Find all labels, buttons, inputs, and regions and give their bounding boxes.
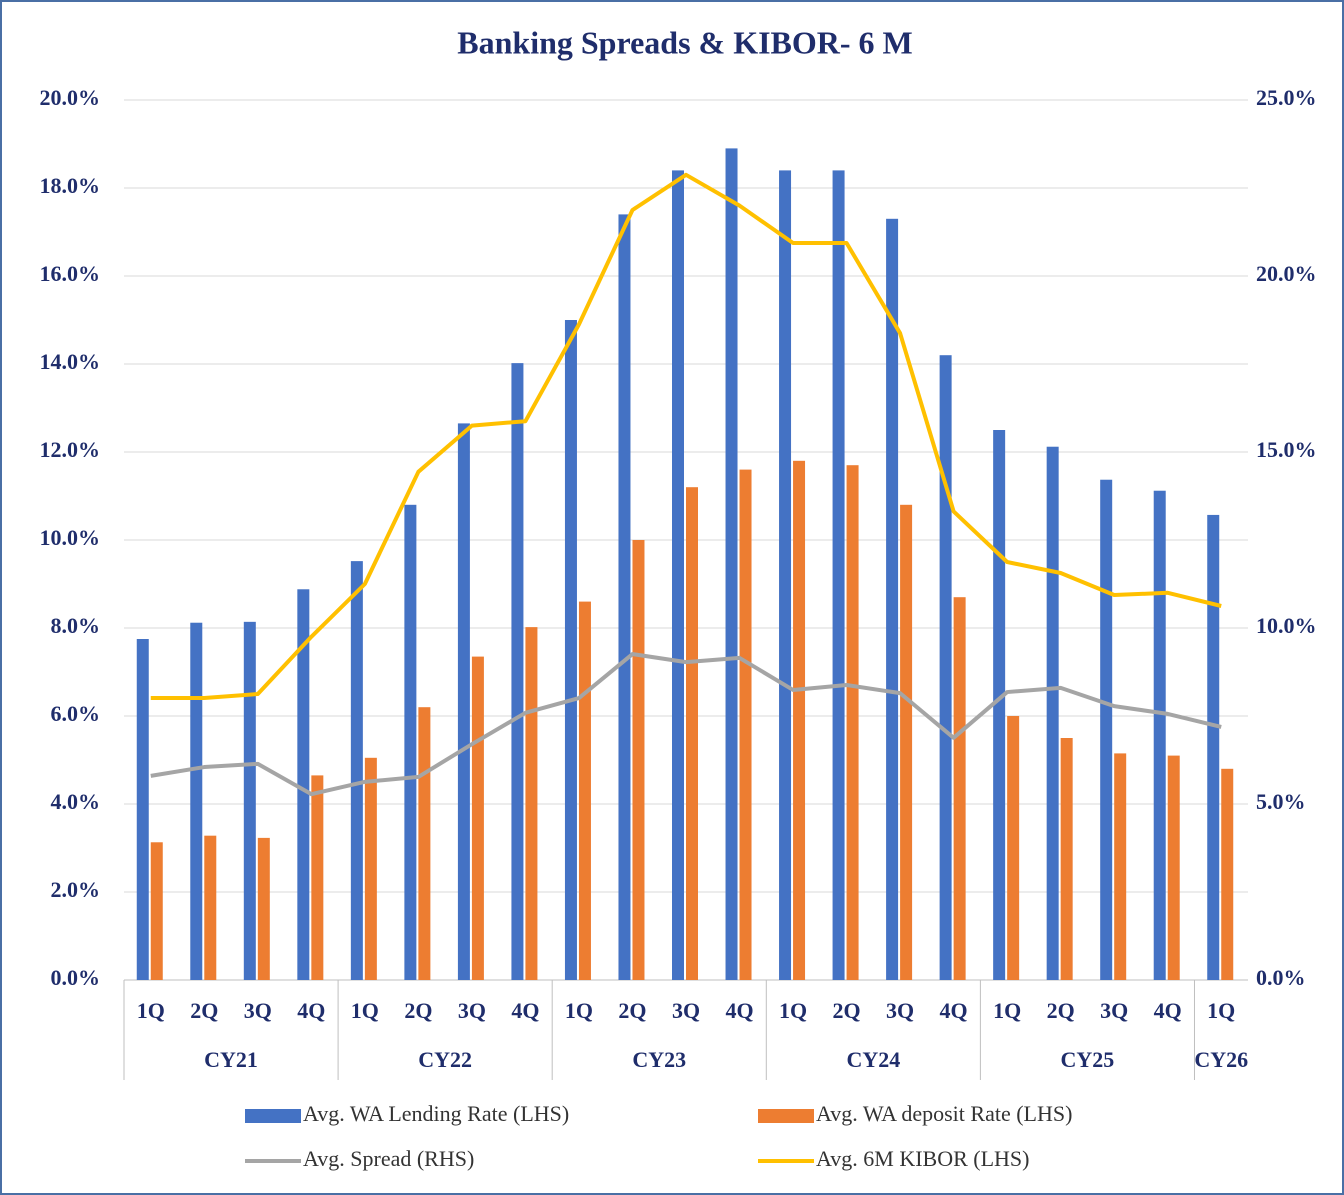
x-tick-label: 3Q (1100, 998, 1128, 1023)
bar (564, 320, 577, 980)
bar (311, 775, 324, 980)
legend-swatch (758, 1109, 814, 1123)
bar (1060, 738, 1073, 980)
y-tick-label: 20.0% (40, 85, 101, 110)
bar (243, 621, 256, 980)
legend-swatch (245, 1109, 301, 1123)
y2-tick-label: 25.0% (1256, 85, 1317, 110)
bar (886, 218, 899, 981)
legend-label: Avg. Spread (RHS) (303, 1146, 474, 1171)
bar (939, 355, 952, 980)
x-tick-label: 2Q (833, 998, 861, 1023)
x-tick-label: 1Q (565, 998, 593, 1023)
bar (350, 561, 363, 980)
line (150, 652, 1222, 797)
x-tick-label: 3Q (244, 998, 272, 1023)
bar (1100, 479, 1113, 980)
legend-label: Avg. 6M KIBOR (LHS) (816, 1146, 1029, 1171)
bar (779, 170, 792, 980)
x-tick-label: 1Q (137, 998, 165, 1023)
bar (418, 707, 431, 980)
bar (846, 465, 859, 980)
x-tick-label: 3Q (458, 998, 486, 1023)
y-tick-label: 0.0% (51, 965, 101, 990)
bar (672, 170, 684, 980)
y-tick-label: 2.0% (51, 877, 101, 902)
x-tick-label: 4Q (940, 998, 968, 1023)
group-label: CY21 (204, 1047, 258, 1072)
y-tick-label: 10.0% (40, 525, 101, 550)
bar (150, 842, 163, 980)
bar (832, 170, 845, 980)
bar (471, 656, 484, 980)
bar (511, 363, 524, 980)
bar (136, 639, 149, 980)
bar (1114, 753, 1127, 980)
x-tick-label: 1Q (993, 998, 1021, 1023)
bar (525, 627, 538, 980)
y2-tick-label: 5.0% (1256, 789, 1306, 814)
bar (739, 469, 752, 980)
y-tick-label: 18.0% (40, 173, 101, 198)
group-label: CY23 (632, 1047, 686, 1072)
y-tick-label: 8.0% (51, 613, 101, 638)
bar (190, 622, 203, 980)
chart-title: Banking Spreads & KIBOR- 6 M (457, 24, 913, 60)
x-tick-label: 2Q (190, 998, 218, 1023)
bar (204, 835, 217, 980)
x-tick-label: 1Q (1207, 998, 1235, 1023)
y-tick-label: 6.0% (51, 701, 101, 726)
group-label: CY24 (846, 1047, 900, 1072)
bar (1153, 490, 1166, 980)
bar (686, 487, 698, 980)
bar (993, 430, 1006, 980)
bar (900, 504, 913, 980)
x-tick-label: 1Q (779, 998, 807, 1023)
y-tick-label: 14.0% (40, 349, 101, 374)
bar (257, 837, 270, 980)
x-tick-label: 4Q (511, 998, 539, 1023)
x-tick-label: 2Q (404, 998, 432, 1023)
group-label: CY26 (1194, 1047, 1248, 1072)
bar (1207, 514, 1220, 980)
x-tick-label: 3Q (672, 998, 700, 1023)
x-tick-label: 2Q (618, 998, 646, 1023)
x-tick-label: 2Q (1047, 998, 1075, 1023)
y2-tick-label: 20.0% (1256, 261, 1317, 286)
y-tick-label: 12.0% (40, 437, 101, 462)
bar (1221, 768, 1234, 980)
bar (618, 214, 631, 980)
x-tick-label: 3Q (886, 998, 914, 1023)
x-tick-label: 4Q (725, 998, 753, 1023)
legend-label: Avg. WA Lending Rate (LHS) (303, 1101, 569, 1126)
group-label: CY25 (1061, 1047, 1115, 1072)
y2-tick-label: 15.0% (1256, 437, 1317, 462)
bar (1046, 446, 1059, 981)
bar (404, 504, 417, 980)
bar (297, 589, 310, 980)
bar (632, 540, 645, 980)
line (150, 172, 1222, 700)
group-label: CY22 (418, 1047, 472, 1072)
bar (1007, 716, 1020, 980)
y-tick-label: 4.0% (51, 789, 101, 814)
bar (793, 460, 806, 980)
bar (457, 423, 470, 980)
y-tick-label: 16.0% (40, 261, 101, 286)
bar (953, 597, 966, 980)
y2-tick-label: 0.0% (1256, 965, 1306, 990)
legend-label: Avg. WA deposit Rate (LHS) (816, 1101, 1072, 1126)
bar (364, 757, 377, 980)
x-tick-label: 1Q (351, 998, 379, 1023)
x-tick-label: 4Q (1154, 998, 1182, 1023)
y2-tick-label: 10.0% (1256, 613, 1317, 638)
bar (1167, 755, 1180, 980)
bar (578, 601, 591, 980)
bar (725, 148, 738, 980)
x-tick-label: 4Q (297, 998, 325, 1023)
